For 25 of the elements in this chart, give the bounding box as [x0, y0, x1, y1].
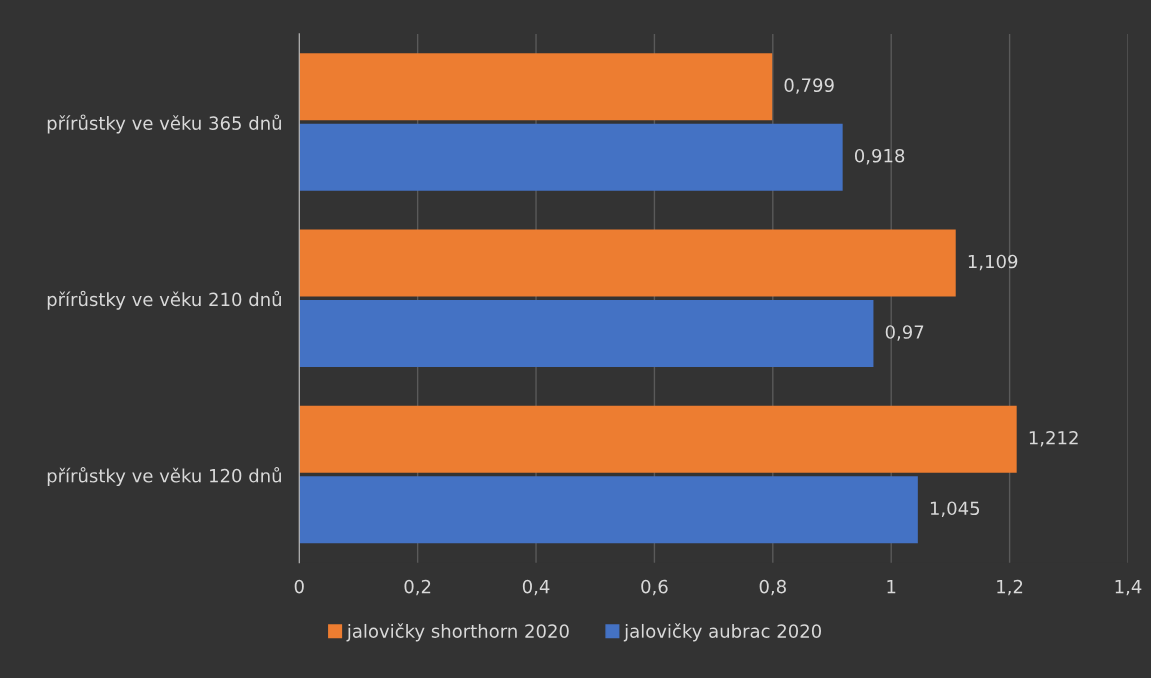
- bar: [299, 123, 843, 191]
- x-tick-label: 0,4: [522, 579, 550, 596]
- bar: [299, 300, 874, 368]
- x-tick-label: 0,2: [404, 579, 431, 596]
- x-tick-label: 1,4: [1115, 579, 1142, 596]
- x-tick-label: 0: [294, 579, 304, 594]
- y-tick-label: přírůstky ve věku 210 dnů: [47, 290, 281, 310]
- y-tick-label: přírůstky ve věku 365 dnů: [47, 114, 281, 134]
- data-label: 1,212: [1029, 430, 1078, 447]
- y-tick-label: přírůstky ve věku 120 dnů: [47, 466, 281, 487]
- x-tick-label: 1,2: [997, 579, 1023, 596]
- x-tick-label: 0,6: [641, 579, 668, 596]
- bar: [299, 229, 956, 297]
- legend-label: jalovičky shorthorn 2020: [346, 623, 569, 642]
- data-label: 0,918: [854, 148, 905, 165]
- data-label: 0,799: [784, 78, 834, 94]
- data-label: 1,045: [930, 501, 980, 517]
- x-tick-label: 0,8: [759, 579, 786, 596]
- bar: [299, 405, 1017, 473]
- x-tick-label: 1: [887, 579, 896, 594]
- legend-label: jalovičky aubrac 2020: [623, 623, 822, 642]
- data-label: 1,109: [968, 254, 1018, 271]
- data-label: 0,97: [885, 325, 924, 341]
- bar: [299, 476, 918, 544]
- bar: [299, 53, 773, 121]
